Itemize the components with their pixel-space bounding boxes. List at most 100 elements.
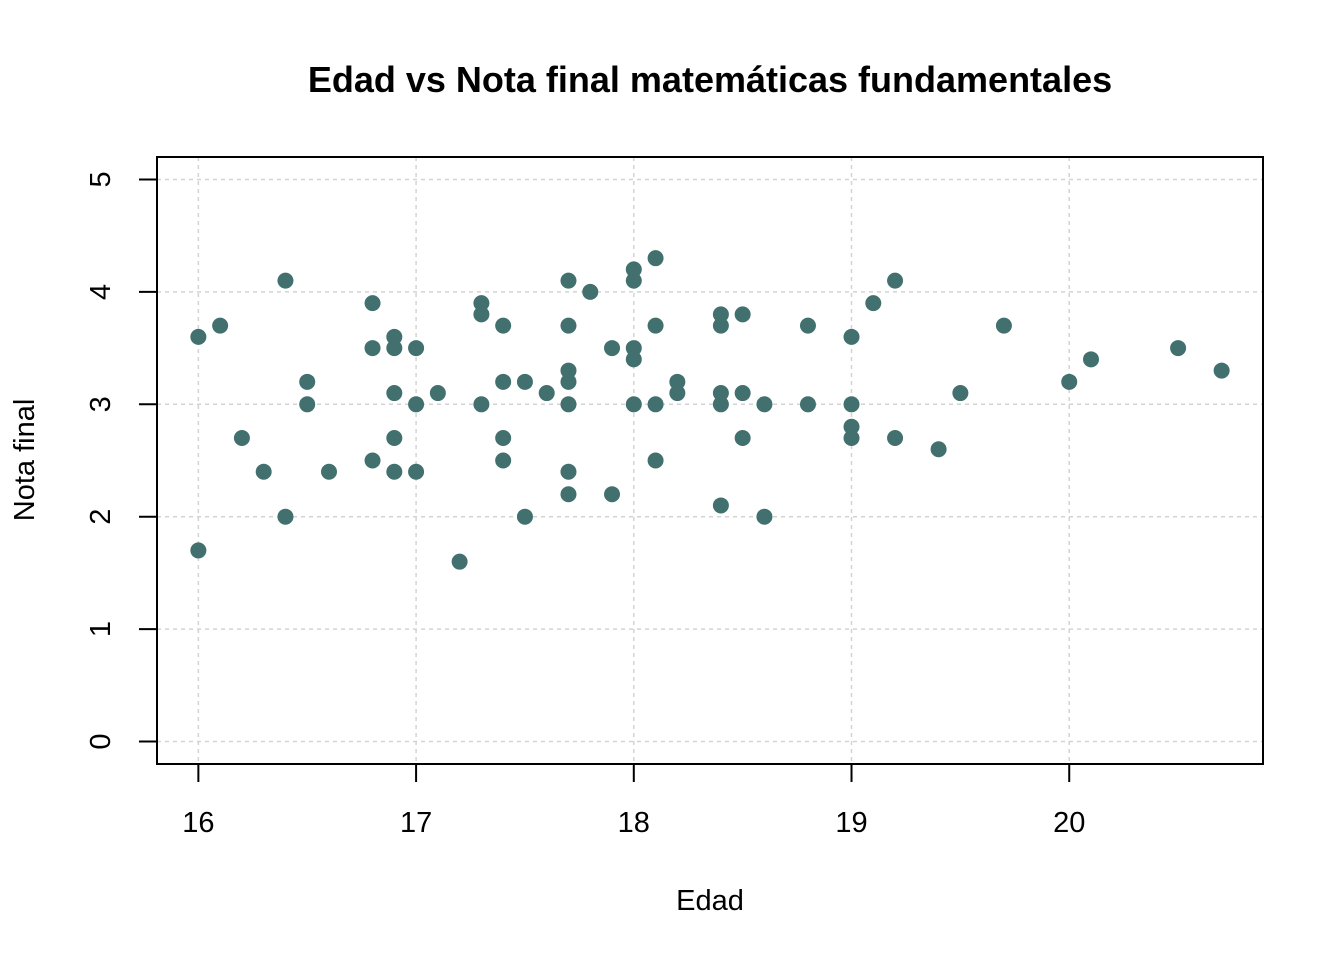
data-point: [560, 317, 577, 334]
data-point: [386, 328, 403, 345]
data-point: [625, 396, 642, 413]
data-point: [560, 272, 577, 289]
data-point: [560, 396, 577, 413]
data-point: [408, 463, 425, 480]
x-tick-label: 20: [1053, 807, 1085, 839]
data-point: [299, 396, 316, 413]
data-point: [625, 261, 642, 278]
y-tick-label: 0: [85, 733, 117, 749]
data-point: [1213, 362, 1230, 379]
y-tick-label: 1: [85, 621, 117, 637]
data-point: [516, 373, 533, 390]
data-point: [669, 385, 686, 402]
data-point: [320, 463, 337, 480]
data-point: [756, 396, 773, 413]
data-point: [386, 340, 403, 357]
data-point: [669, 373, 686, 390]
data-point: [887, 430, 904, 447]
x-tick-label: 17: [400, 807, 432, 839]
data-point: [625, 272, 642, 289]
data-point: [451, 553, 468, 570]
data-point: [386, 463, 403, 480]
data-point: [712, 396, 729, 413]
data-point: [560, 486, 577, 503]
data-point: [647, 452, 664, 469]
data-point: [865, 295, 882, 312]
data-point: [190, 542, 207, 559]
data-point: [799, 396, 816, 413]
plot-frame: [156, 156, 1264, 765]
data-point: [799, 317, 816, 334]
data-point: [647, 250, 664, 267]
data-point: [190, 328, 207, 345]
data-point: [930, 441, 947, 458]
data-points: [190, 250, 1230, 570]
data-point: [299, 373, 316, 390]
data-point: [364, 452, 381, 469]
data-point: [887, 272, 904, 289]
y-axis: 0 1 2 3 4 5: [85, 171, 158, 750]
data-point: [386, 385, 403, 402]
data-point: [516, 508, 533, 525]
data-point: [712, 306, 729, 323]
data-point: [495, 317, 512, 334]
y-tick-label: 3: [85, 396, 117, 412]
data-point: [1170, 340, 1187, 357]
x-tick-label: 18: [618, 807, 650, 839]
data-point: [233, 430, 250, 447]
data-point: [473, 306, 490, 323]
data-point: [212, 317, 229, 334]
data-point: [712, 385, 729, 402]
y-tick-label: 5: [85, 171, 117, 187]
data-point: [734, 306, 751, 323]
data-point: [1061, 373, 1078, 390]
data-point: [538, 385, 555, 402]
data-point: [604, 340, 621, 357]
x-axis: 16 17 18 19 20: [182, 763, 1085, 839]
chart-title: Edad vs Nota final matemáticas fundament…: [308, 59, 1112, 100]
data-point: [647, 396, 664, 413]
data-point: [734, 430, 751, 447]
data-point: [255, 463, 272, 480]
data-point: [495, 452, 512, 469]
data-point: [495, 373, 512, 390]
data-point: [429, 385, 446, 402]
x-axis-label: Edad: [676, 885, 744, 917]
data-point: [277, 508, 294, 525]
data-point: [364, 295, 381, 312]
y-tick-label: 4: [85, 284, 117, 300]
data-point: [495, 430, 512, 447]
data-point: [647, 317, 664, 334]
data-point: [408, 340, 425, 357]
data-point: [560, 373, 577, 390]
data-point: [604, 486, 621, 503]
data-point: [473, 295, 490, 312]
data-point: [952, 385, 969, 402]
x-tick-label: 19: [835, 807, 867, 839]
data-point: [734, 385, 751, 402]
grid-lines: [157, 157, 1263, 764]
data-point: [560, 362, 577, 379]
data-point: [625, 340, 642, 357]
data-point: [1083, 351, 1100, 368]
data-point: [843, 328, 860, 345]
data-point: [582, 283, 599, 300]
data-point: [712, 497, 729, 514]
data-point: [756, 508, 773, 525]
data-point: [408, 396, 425, 413]
data-point: [712, 317, 729, 334]
data-point: [843, 418, 860, 435]
data-point: [843, 430, 860, 447]
data-point: [364, 340, 381, 357]
data-point: [386, 430, 403, 447]
x-tick-label: 16: [182, 807, 214, 839]
data-point: [995, 317, 1012, 334]
data-point: [560, 463, 577, 480]
data-point: [843, 396, 860, 413]
data-point: [277, 272, 294, 289]
data-point: [625, 351, 642, 368]
y-axis-label: Nota final: [9, 399, 41, 522]
data-point: [473, 396, 490, 413]
y-tick-label: 2: [85, 509, 117, 525]
